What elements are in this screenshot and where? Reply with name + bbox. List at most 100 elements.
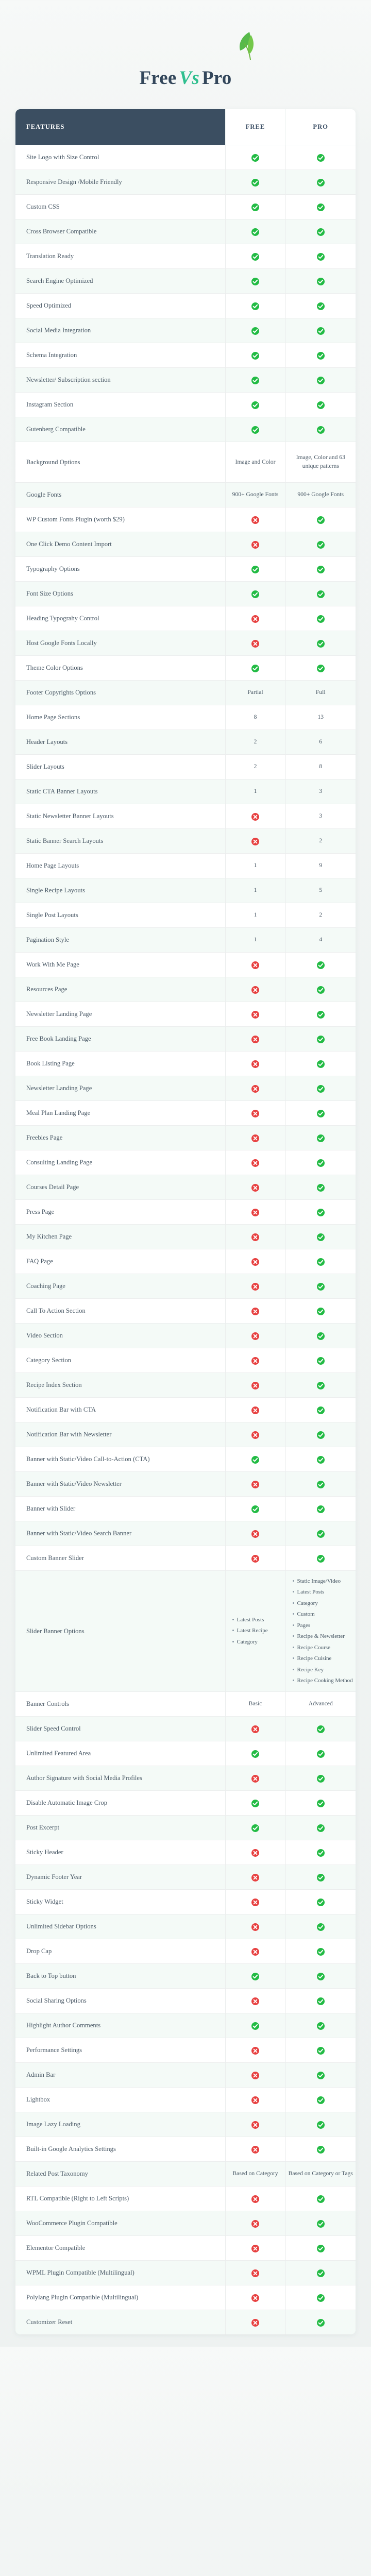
table-row: Call To Action Section xyxy=(15,1298,356,1324)
feature-label: My Kitchen Page xyxy=(15,1224,225,1249)
free-cell: 900+ Google Fonts xyxy=(225,482,285,507)
table-row: Newsletter/ Subscription section xyxy=(15,367,356,393)
free-cell: 2 xyxy=(225,754,285,779)
table-row: Built-in Google Analytics Settings xyxy=(15,2137,356,2162)
table-row: Custom Banner Slider xyxy=(15,1546,356,1571)
check-icon xyxy=(316,1060,325,1068)
table-row: Footer Copyrights Options Partial Full xyxy=(15,680,356,705)
check-icon xyxy=(316,986,325,994)
cross-icon xyxy=(251,1948,259,1956)
pro-cell: Image, Color and 63 unique patterns xyxy=(285,442,356,483)
check-icon xyxy=(316,1899,325,1907)
table-row: Custom CSS xyxy=(15,194,356,219)
pro-cell xyxy=(285,1939,356,1964)
check-icon xyxy=(316,615,325,623)
feature-label: Call To Action Section xyxy=(15,1298,225,1324)
feature-label: Theme Color Options xyxy=(15,655,225,681)
free-cell xyxy=(225,194,285,219)
check-icon xyxy=(316,1505,325,1513)
free-cell xyxy=(225,1348,285,1373)
check-icon xyxy=(251,1824,259,1833)
feature-label: Drop Cap xyxy=(15,1939,225,1964)
check-icon xyxy=(251,302,259,310)
cross-icon xyxy=(251,837,259,845)
pro-cell: Based on Category or Tags xyxy=(285,2161,356,2187)
pro-value-text: 900+ Google Fonts xyxy=(297,491,344,498)
check-icon xyxy=(316,1332,325,1340)
feature-label: Static CTA Banner Layouts xyxy=(15,779,225,804)
check-icon xyxy=(316,2269,325,2278)
check-icon xyxy=(316,1109,325,1117)
free-value-text: 2 xyxy=(254,763,257,770)
free-cell xyxy=(225,1323,285,1348)
pro-cell xyxy=(285,2211,356,2236)
cross-icon xyxy=(251,2294,259,2302)
cross-icon xyxy=(251,1183,259,1192)
cross-icon xyxy=(251,1406,259,1414)
check-icon xyxy=(251,277,259,285)
pro-cell xyxy=(285,1051,356,1076)
pro-value-text: Advanced xyxy=(308,1700,333,1707)
pro-cell xyxy=(285,1274,356,1299)
cross-icon xyxy=(251,2146,259,2154)
cross-icon xyxy=(251,1010,259,1019)
pro-cell xyxy=(285,507,356,532)
free-cell xyxy=(225,343,285,368)
feature-label: WPML Plugin Compatible (Multilingual) xyxy=(15,2260,225,2285)
cross-icon xyxy=(251,986,259,994)
feature-label: Courses Detail Page xyxy=(15,1175,225,1200)
pro-cell xyxy=(285,2260,356,2285)
cross-icon xyxy=(251,615,259,623)
table-row: Home Page Sections 8 13 xyxy=(15,705,356,730)
check-icon xyxy=(251,664,259,672)
pro-cell: 3 xyxy=(285,779,356,804)
feature-label: Background Options xyxy=(15,442,225,483)
feature-label: Newsletter/ Subscription section xyxy=(15,367,225,393)
check-icon xyxy=(316,1997,325,2006)
table-row: Single Post Layouts 1 2 xyxy=(15,903,356,928)
feature-label: Slider Layouts xyxy=(15,754,225,779)
table-row: Customizer Reset xyxy=(15,2310,356,2335)
pro-value-text: Image, Color and 63 unique patterns xyxy=(296,454,345,469)
check-icon xyxy=(251,154,259,162)
page-title-part1: Free xyxy=(139,67,177,89)
table-row: Banner with Slider xyxy=(15,1496,356,1521)
pro-cell xyxy=(285,2062,356,2088)
table-row: Site Logo with Size Control xyxy=(15,145,356,170)
cross-icon xyxy=(251,1159,259,1167)
check-icon xyxy=(251,1973,259,1981)
free-value-text: 1 xyxy=(254,862,257,869)
pro-cell xyxy=(285,1397,356,1422)
free-cell xyxy=(225,392,285,417)
pro-cell xyxy=(285,655,356,681)
free-cell: Basic xyxy=(225,1691,285,1717)
feature-label: Social Media Integration xyxy=(15,318,225,343)
pro-cell xyxy=(285,1224,356,1249)
pro-cell xyxy=(285,1496,356,1521)
check-icon xyxy=(316,639,325,648)
pro-cell: 900+ Google Fonts xyxy=(285,482,356,507)
free-cell xyxy=(225,2186,285,2211)
pro-cell xyxy=(285,367,356,393)
check-icon xyxy=(251,1800,259,1808)
free-cell xyxy=(225,1298,285,1324)
table-row: Banner with Static/Video Call-to-Action … xyxy=(15,1447,356,1472)
list-item: Recipe Cuisine xyxy=(292,1653,354,1664)
feature-label: Customizer Reset xyxy=(15,2310,225,2335)
feature-label: Disable Automatic Image Crop xyxy=(15,1790,225,1816)
table-row: Free Book Landing Page xyxy=(15,1026,356,1052)
feature-label: Cross Browser Compatible xyxy=(15,219,225,244)
free-cell xyxy=(225,170,285,195)
cross-icon xyxy=(251,1357,259,1365)
column-header-free: FREE xyxy=(225,109,285,145)
pro-cell: 5 xyxy=(285,878,356,903)
table-row: Host Google Fonts Locally xyxy=(15,631,356,656)
check-icon xyxy=(251,590,259,598)
free-cell xyxy=(225,244,285,269)
free-cell xyxy=(225,1249,285,1274)
list-item: Latest Recipe xyxy=(232,1625,283,1636)
table-row: Header Layouts 2 6 xyxy=(15,730,356,755)
table-row: WooCommerce Plugin Compatible xyxy=(15,2211,356,2236)
cross-icon xyxy=(251,2096,259,2105)
cross-icon xyxy=(251,2047,259,2055)
